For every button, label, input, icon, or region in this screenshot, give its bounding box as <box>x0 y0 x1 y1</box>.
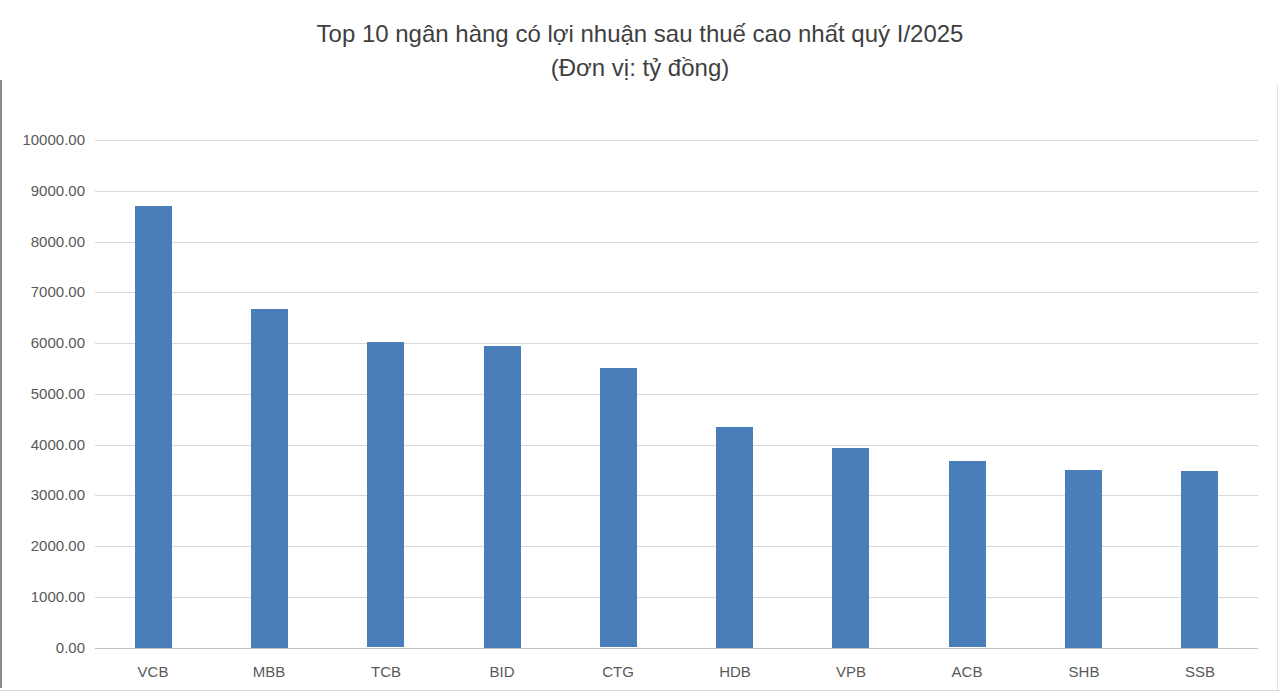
bar-ssb <box>1181 471 1218 648</box>
bar-mbb <box>251 309 288 648</box>
y-axis-tick-label: 9000.00 <box>0 182 85 200</box>
x-axis-line <box>95 648 1258 649</box>
bar-ctg <box>600 368 637 647</box>
x-axis-tick-label: MBB <box>214 663 324 681</box>
y-axis-tick-label: 7000.00 <box>0 283 85 301</box>
x-axis-tick-label: SSB <box>1145 663 1255 681</box>
x-axis-tick-label: CTG <box>563 663 673 681</box>
bar-tcb <box>367 342 404 647</box>
gridline <box>95 242 1258 243</box>
bar-bid <box>484 346 521 648</box>
y-axis-tick-label: 2000.00 <box>0 537 85 555</box>
window-edge-bottom <box>0 690 1280 691</box>
x-axis-tick-label: ACB <box>912 663 1022 681</box>
y-axis-tick-label: 5000.00 <box>0 385 85 403</box>
x-axis-tick-label: VPB <box>796 663 906 681</box>
y-axis-tick-label: 10000.00 <box>0 131 85 149</box>
x-axis-tick-label: BID <box>447 663 557 681</box>
chart-title: Top 10 ngân hàng có lợi nhuận sau thuế c… <box>0 17 1280 50</box>
y-axis-tick-label: 4000.00 <box>0 436 85 454</box>
gridline <box>95 140 1258 141</box>
bar-shb <box>1065 470 1102 648</box>
x-axis-tick-label: HDB <box>680 663 790 681</box>
x-axis-tick-label: TCB <box>331 663 441 681</box>
bar-acb <box>949 461 986 647</box>
window-edge-left <box>0 80 2 688</box>
bar-vpb <box>832 448 869 648</box>
y-axis-tick-label: 3000.00 <box>0 486 85 504</box>
y-axis-tick-label: 0.00 <box>0 639 85 657</box>
bar-chart: Top 10 ngân hàng có lợi nhuận sau thuế c… <box>0 0 1280 695</box>
y-axis-tick-label: 1000.00 <box>0 588 85 606</box>
chart-subtitle: (Đơn vị: tỷ đồng) <box>0 51 1280 84</box>
x-axis-tick-label: SHB <box>1029 663 1139 681</box>
y-axis-tick-label: 8000.00 <box>0 233 85 251</box>
bar-hdb <box>716 427 753 648</box>
window-edge-right <box>1277 85 1278 690</box>
x-axis-tick-label: VCB <box>98 663 208 681</box>
bar-vcb <box>135 206 172 648</box>
gridline <box>95 191 1258 192</box>
y-axis-tick-label: 6000.00 <box>0 334 85 352</box>
gridline <box>95 292 1258 293</box>
